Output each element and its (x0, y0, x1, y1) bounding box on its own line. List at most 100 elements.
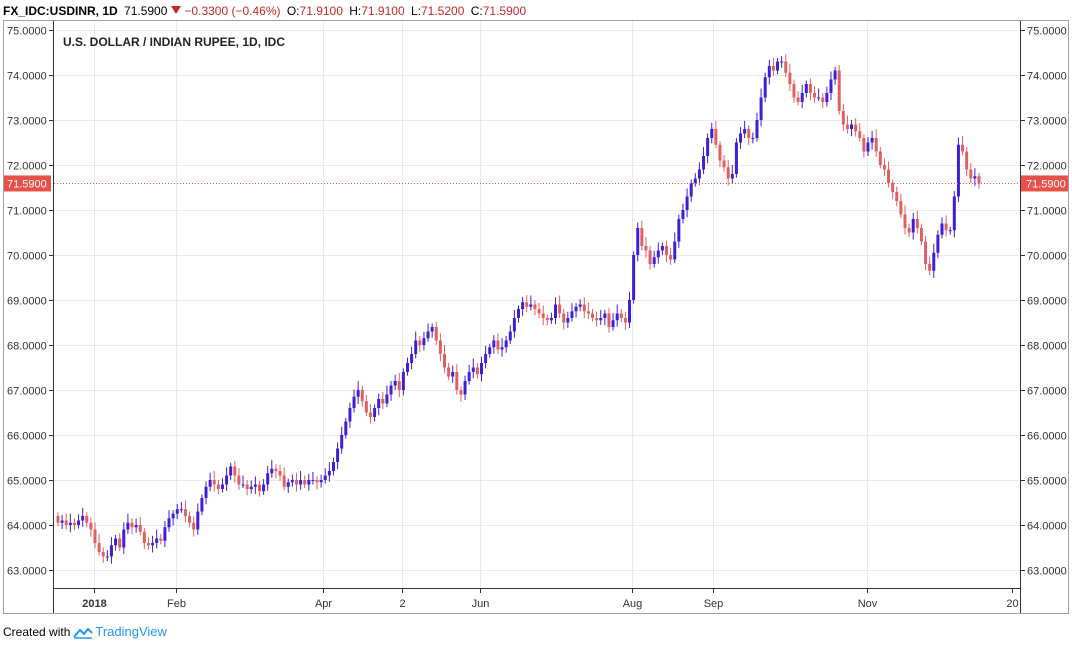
price-chart[interactable]: 63.0000 63.0000 64.0000 64.0000 65.0000 65.00… (0, 0, 1072, 620)
candle-body (56, 516, 60, 523)
candle-body (776, 61, 780, 71)
candle-body (792, 84, 796, 98)
candle-body (640, 228, 644, 246)
candle-body (858, 131, 862, 138)
chart-frame (3, 20, 1069, 614)
candle-body (72, 522, 76, 525)
x-axis: 2018 Feb Apr 2 Jun Aug Sep Nov 20 (82, 588, 1019, 610)
candle-body (961, 144, 965, 152)
candle-body (64, 520, 68, 525)
candle-body (924, 241, 928, 264)
candle-body (632, 255, 636, 300)
candle-body (401, 372, 405, 390)
candle-body (504, 340, 508, 348)
candle-body (397, 381, 401, 390)
y-tick-label-left: 63.0000 (7, 566, 47, 578)
grid (54, 21, 1020, 588)
candle-body (479, 363, 483, 375)
candle-body (377, 399, 381, 408)
symbol-header: FX_IDC:USDINR, 1D 71.5900 −0.3300 (−0.46%… (3, 2, 529, 20)
candles (56, 54, 981, 564)
candle-body (952, 196, 956, 231)
x-tick-label: 20 (1006, 598, 1018, 610)
candle-body (673, 241, 677, 260)
candle-body (204, 486, 208, 498)
y-tick-label-left: 65.0000 (7, 476, 47, 488)
y-tick-label-left: 71.0000 (7, 206, 47, 218)
last-price-label-right: 71.5900 (1026, 178, 1066, 190)
last-price-line: 71.5900 71.5900 (4, 175, 1068, 192)
candle-body (467, 372, 471, 381)
candle-body (155, 538, 159, 543)
y-tick-label-right: 66.0000 (1027, 431, 1067, 443)
candle-body (356, 390, 360, 397)
candle-body (681, 210, 685, 219)
candle-body (262, 484, 266, 492)
candle-body (196, 511, 200, 530)
candle-body (743, 129, 747, 134)
candle-body (669, 255, 673, 260)
candle-body (340, 435, 344, 449)
candle-body (734, 142, 738, 174)
candle-body (636, 228, 640, 255)
last-price-tag-right (1021, 175, 1068, 192)
candle-body (122, 529, 126, 548)
candle-body (393, 381, 397, 386)
candle-body (389, 385, 393, 395)
candle-body (151, 543, 155, 546)
candle-body (517, 309, 520, 318)
candle-body (533, 304, 537, 309)
candle-body (179, 509, 183, 511)
candle-body (574, 306, 578, 312)
candle-body (385, 394, 389, 404)
candle-body (327, 471, 331, 476)
candle-body (874, 138, 878, 152)
candle-body (804, 84, 808, 93)
candle-body (130, 522, 134, 528)
candle-body (854, 124, 858, 132)
candle-body (418, 340, 422, 345)
candle-body (652, 257, 656, 264)
candle-body (829, 79, 833, 93)
candle-body (105, 556, 109, 558)
candle-body (278, 471, 282, 476)
candle-body (689, 183, 693, 197)
candle-body (578, 304, 582, 307)
candle-body (817, 97, 821, 99)
tradingview-brand[interactable]: TradingView (95, 624, 167, 639)
candle-body (192, 522, 196, 530)
candle-body (554, 304, 558, 318)
y-tick-label-left: 73.0000 (7, 116, 47, 128)
candle-body (800, 93, 804, 102)
candle-body (463, 381, 467, 395)
candle-body (866, 142, 870, 152)
candle-body (582, 304, 586, 312)
candle-body (529, 304, 533, 307)
candle-body (813, 93, 817, 98)
candle-body (352, 396, 356, 408)
candle-body (212, 480, 216, 485)
candle-body (763, 77, 767, 98)
candle-body (89, 522, 93, 530)
candle-body (771, 66, 775, 71)
y-tick-label-left: 69.0000 (7, 296, 47, 308)
candle-body (512, 318, 516, 332)
candle-body (220, 484, 224, 489)
y-tick-label-right: 72.0000 (1027, 161, 1067, 173)
candle-body (138, 525, 142, 532)
y-tick-label-right: 65.0000 (1027, 476, 1067, 488)
candle-body (492, 340, 496, 348)
candle-body (973, 176, 977, 179)
symbol-label[interactable]: FX_IDC:USDINR, 1D (3, 4, 118, 18)
candle-body (249, 486, 253, 489)
x-tick-label: 2018 (82, 598, 106, 610)
candle-body (364, 401, 368, 413)
candle-body (932, 252, 936, 271)
candle-body (944, 223, 948, 231)
candle-body (422, 338, 426, 345)
candle-body (299, 480, 303, 485)
candle-body (808, 84, 812, 93)
candle-body (410, 354, 414, 363)
candle-body (767, 66, 771, 78)
candle-body (841, 111, 845, 125)
